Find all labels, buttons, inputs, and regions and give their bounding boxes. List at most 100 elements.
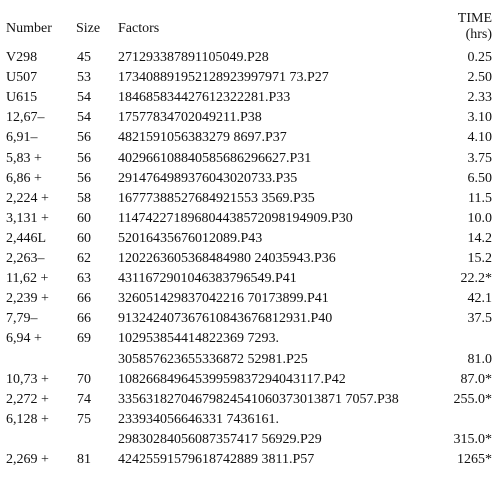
cell-factors: 52016435676012089.P43: [118, 230, 263, 246]
table-row: 11,62 + 63 4311672901046383796549.P41 22.2*: [0, 269, 498, 289]
table-row: 5,83 + 56 402966108840585686296627.P31 3.75: [0, 149, 498, 169]
cell-time: 0.25: [467, 50, 493, 65]
table-row: 2,239 + 66 326051429837042216 70173899.P41…: [0, 289, 498, 309]
cell-factors: 271293387891105049.P28: [118, 50, 269, 65]
cell-number: 2,239 +: [6, 291, 49, 307]
cell-number: 6,86 +: [6, 170, 42, 186]
cell-time: 4.10: [467, 130, 493, 146]
header-factors: Factors: [118, 21, 160, 36]
cell-factors: 1202263605368484980 24035943.P36: [118, 251, 336, 266]
cell-number: 2,272 +: [6, 391, 49, 407]
cell-factors: 29830284056087357417 56929.P29: [118, 431, 322, 447]
header-time-unit: (hrs): [465, 27, 492, 42]
table-row: 305857623655336872 52981.P25 81.0: [0, 350, 498, 370]
cell-number: 6,91–: [6, 130, 38, 146]
header-size: Size: [76, 21, 101, 36]
table-row: 29830284056087357417 56929.P29 315.0*: [0, 430, 498, 450]
cell-number: 7,79–: [6, 311, 38, 327]
cell-size: 56: [77, 150, 91, 166]
table-row: 2,446L 60 52016435676012089.P43 14.2: [0, 229, 498, 249]
table-row: V298 45 271293387891105049.P28 0.25: [0, 48, 498, 68]
cell-size: 53: [77, 70, 91, 86]
cell-number: 6,94 +: [6, 331, 42, 347]
header-number: Number: [6, 21, 52, 36]
table-row: 2,224 + 58 16777388527684921553 3569.P35 11…: [0, 189, 498, 209]
cell-size: 60: [77, 230, 91, 246]
cell-number: 5,83 +: [6, 150, 42, 166]
cell-number: 2,263–: [6, 251, 45, 266]
cell-size: 69: [77, 331, 91, 347]
cell-time: 315.0*: [453, 431, 493, 447]
cell-number: U615: [6, 90, 38, 106]
cell-factors: 16777388527684921553 3569.P35: [118, 190, 315, 206]
cell-size: 56: [77, 170, 91, 186]
cell-factors: 114742271896804438572098194909.P30: [118, 210, 353, 226]
table-row: 2,272 + 74 3356318270467982454106037301387…: [0, 390, 498, 410]
cell-time: 10.0: [467, 210, 493, 226]
cell-number: 6,128 +: [6, 411, 49, 427]
cell-time: 3.10: [467, 110, 493, 126]
cell-time: 14.2: [467, 230, 493, 246]
cell-factors: 42425591579618742889 3811.P57: [118, 452, 315, 467]
cell-factors: 17577834702049211.P38: [118, 110, 262, 126]
cell-time: 2.33: [467, 90, 493, 106]
table-row: U615 54 184685834427612322281.P33 2.33: [0, 88, 498, 108]
table-row: 2,263– 62 1202263605368484980 24035943.P36…: [0, 249, 498, 269]
cell-time: 81.0: [467, 351, 493, 367]
cell-size: 58: [77, 190, 91, 206]
cell-time: 37.5: [467, 311, 493, 327]
cell-factors: 913242407367610843676812931.P40: [118, 311, 333, 327]
header-time-label: TIME: [457, 11, 492, 26]
cell-factors: 402966108840585686296627.P31: [118, 150, 312, 166]
table-row: 3,131 + 60 114742271896804438572098194909.…: [0, 209, 498, 229]
cell-number: 2,446L: [6, 230, 47, 246]
cell-size: 45: [77, 50, 91, 65]
cell-number: U507: [6, 70, 38, 86]
cell-number: V298: [6, 50, 38, 65]
cell-time: 6.50: [467, 170, 493, 186]
cell-factors: 4311672901046383796549.P41: [118, 271, 297, 287]
cell-size: 60: [77, 210, 91, 226]
cell-number: 3,131 +: [6, 210, 49, 226]
cell-number: 2,269 +: [6, 452, 49, 467]
cell-number: 2,224 +: [6, 190, 49, 206]
cell-factors: 184685834427612322281.P33: [118, 90, 291, 106]
cell-number: 11,62 +: [6, 271, 49, 287]
table-row: 12,67– 54 17577834702049211.P38 3.10: [0, 108, 498, 128]
header-time: TIME (hrs): [432, 11, 492, 43]
cell-time: 15.2: [467, 251, 493, 266]
table-row: 2,269 + 81 42425591579618742889 3811.P57 12…: [0, 450, 498, 470]
cell-time: 255.0*: [453, 391, 493, 407]
table-row: 6,91– 56 4821591056383279 8697.P37 4.10: [0, 128, 498, 148]
cell-factors: 173408891952128923997971 73.P27: [118, 70, 329, 86]
cell-time: 22.2*: [460, 271, 493, 287]
cell-factors: 233934056646331 7436161.: [118, 411, 279, 427]
cell-factors: 4821591056383279 8697.P37: [118, 130, 287, 146]
table-row: 6,128 + 75 233934056646331 7436161.: [0, 410, 498, 430]
cell-size: 66: [77, 291, 91, 307]
cell-time: 3.75: [467, 150, 493, 166]
cell-factors: 10826684964539959837294043117.P42: [118, 371, 346, 387]
cell-size: 63: [77, 271, 91, 287]
cell-size: 54: [77, 90, 91, 106]
table-row: 6,94 + 69 102953854414822369 7293.: [0, 329, 498, 349]
table-row: 6,86 + 56 2914764989376043020733.P35 6.50: [0, 169, 498, 189]
table-row: 7,79– 66 913242407367610843676812931.P40 37…: [0, 309, 498, 329]
table-row: 10,73 + 70 10826684964539959837294043117.P…: [0, 370, 498, 390]
cell-time: 42.1: [467, 291, 493, 307]
cell-size: 66: [77, 311, 91, 327]
cell-size: 54: [77, 110, 91, 126]
cell-size: 70: [77, 371, 91, 387]
cell-factors: 326051429837042216 70173899.P41: [118, 291, 329, 307]
cell-factors: 305857623655336872 52981.P25: [118, 351, 308, 367]
cell-size: 74: [77, 391, 91, 407]
cell-number: 10,73 +: [6, 371, 49, 387]
cell-number: 12,67–: [6, 110, 45, 126]
cell-factors: 2914764989376043020733.P35: [118, 170, 298, 186]
cell-factors: 102953854414822369 7293.: [118, 331, 279, 347]
cell-size: 81: [77, 452, 91, 467]
cell-size: 56: [77, 130, 91, 146]
cell-factors: 33563182704679824541060373013871 7057.P3…: [118, 391, 399, 407]
table-row: U507 53 173408891952128923997971 73.P27 2.5…: [0, 68, 498, 88]
